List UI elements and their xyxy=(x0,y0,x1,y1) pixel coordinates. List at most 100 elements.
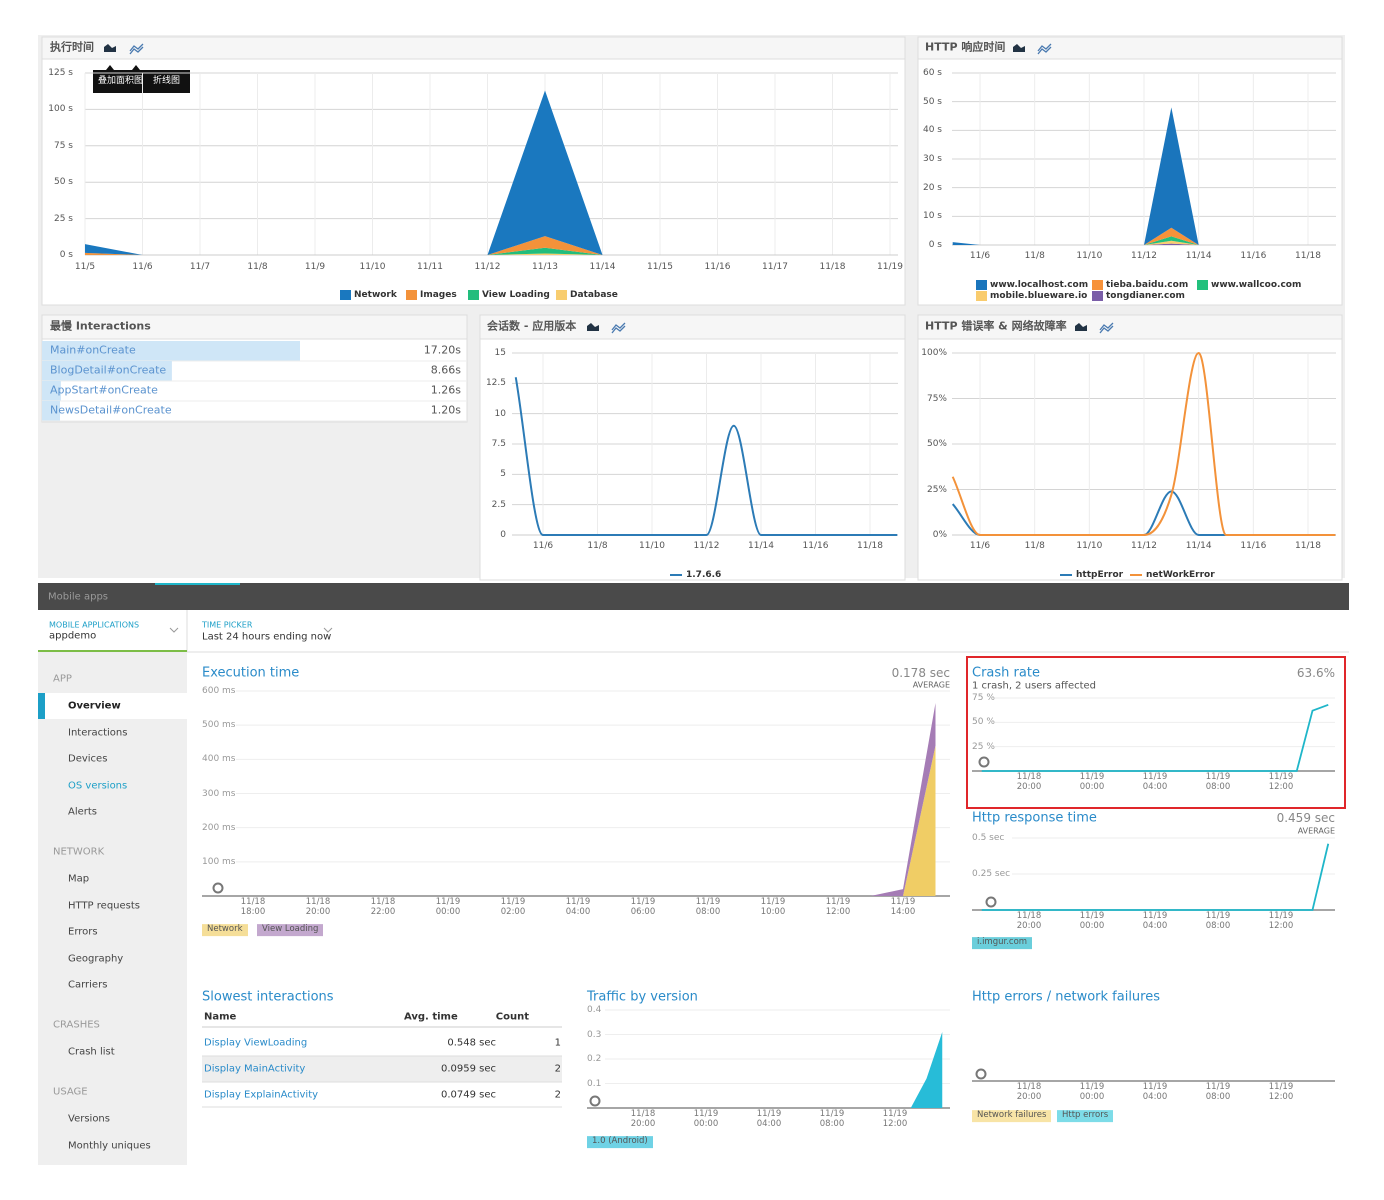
interaction-name[interactable]: BlogDetail#onCreate xyxy=(50,363,167,377)
y-tick-label: 60 s xyxy=(922,67,942,78)
bar xyxy=(42,361,172,381)
y-tick-label: 125 s xyxy=(48,67,73,78)
nav-item[interactable]: HTTP requests xyxy=(68,899,140,911)
chart-title: Http response time xyxy=(972,810,1097,826)
x-tick-label: 11/8 xyxy=(247,262,268,272)
area-chart-toggle[interactable] xyxy=(1075,323,1087,331)
interaction-name[interactable]: Display ViewLoading xyxy=(204,1037,308,1049)
picker-value[interactable]: Last 24 hours ending now xyxy=(202,631,332,643)
line-chart-toggle[interactable] xyxy=(611,322,626,331)
nav-section: USAGE xyxy=(53,1086,88,1098)
app-header xyxy=(38,583,1349,610)
nav-item[interactable]: Carriers xyxy=(68,979,108,991)
picker-value[interactable]: appdemo xyxy=(49,630,97,642)
x-tick-label: 11/19 06:00 xyxy=(630,897,656,917)
line-chart-toggle[interactable] xyxy=(1099,325,1114,334)
interaction-name[interactable]: Display MainActivity xyxy=(204,1063,306,1075)
legend-chip[interactable]: Http errors xyxy=(1057,1110,1114,1122)
chart-title: 执行时间 xyxy=(50,40,94,54)
line-chart-toggle[interactable] xyxy=(1037,43,1052,52)
reset-icon[interactable] xyxy=(589,1095,601,1107)
x-tick-label: 11/19 08:00 xyxy=(695,897,721,917)
line-chart-toggle[interactable] xyxy=(1037,46,1052,55)
y-tick-label: 25% xyxy=(926,484,947,495)
legend-label: httpError xyxy=(1076,569,1124,580)
nav-selected xyxy=(38,693,187,719)
nav-item[interactable]: Errors xyxy=(68,926,98,938)
nav-item[interactable]: Interactions xyxy=(68,726,128,738)
legend-swatch xyxy=(556,290,567,300)
y-tick-label: 0.2 xyxy=(587,1053,602,1064)
line-chart-toggle[interactable] xyxy=(611,325,626,334)
summary-caption: AVERAGE xyxy=(1297,826,1335,836)
line-chart-toggle[interactable] xyxy=(129,43,144,52)
x-tick-label: 11/19 12:00 xyxy=(882,1109,908,1129)
nav-item[interactable]: Crash list xyxy=(68,1046,115,1058)
tooltip xyxy=(93,70,190,93)
legend-chip[interactable]: View Loading xyxy=(257,924,324,936)
interaction-time: 8.66s xyxy=(430,363,461,377)
y-tick-label: 50 s xyxy=(922,96,942,107)
y-tick-label: 7.5 xyxy=(491,438,506,449)
interaction-name[interactable]: NewsDetail#onCreate xyxy=(50,403,172,417)
nav-item[interactable]: OS versions xyxy=(68,779,128,791)
tooltip-item: 叠加面积图 xyxy=(98,75,144,86)
legend-swatch xyxy=(1092,280,1103,290)
y-tick-label: 0.3 xyxy=(587,1029,602,1040)
nav-item[interactable]: Geography xyxy=(68,952,124,964)
y-tick-label: 0.5 sec xyxy=(972,832,1005,843)
x-tick-label: 11/14 xyxy=(1185,251,1212,261)
legend-chip[interactable]: i.imgur.com xyxy=(972,937,1033,949)
x-tick-label: 11/19 00:00 xyxy=(435,897,461,917)
legend-label: View Loading xyxy=(482,289,550,300)
y-tick-label: 0.4 xyxy=(587,1004,602,1015)
nav-item[interactable]: Monthly uniques xyxy=(68,1139,151,1151)
highlight-box xyxy=(966,656,1346,809)
nav-item[interactable]: Devices xyxy=(68,753,108,765)
x-tick-label: 11/19 12:00 xyxy=(1268,911,1294,931)
x-tick-label: 11/18 22:00 xyxy=(370,897,396,917)
y-tick-label: 0.25 sec xyxy=(972,868,1011,879)
x-tick-label: 11/19 12:00 xyxy=(1268,772,1294,792)
legend-swatch xyxy=(468,290,479,300)
legend-label: mobile.blueware.io xyxy=(990,290,1088,301)
count: 2 xyxy=(554,1063,561,1075)
legend-label: Images xyxy=(420,289,457,300)
y-tick-label: 50% xyxy=(926,438,947,449)
y-tick-label: 2.5 xyxy=(491,499,506,510)
x-tick-label: 11/19 00:00 xyxy=(693,1109,719,1129)
nav-item[interactable]: Overview xyxy=(68,700,121,712)
reset-icon[interactable] xyxy=(985,896,997,908)
legend-chip[interactable]: Network xyxy=(202,924,248,936)
x-tick-label: 11/19 04:00 xyxy=(1142,1082,1168,1102)
reset-icon[interactable] xyxy=(212,882,224,894)
legend-chip[interactable]: Network failures xyxy=(972,1110,1052,1122)
x-tick-label: 11/19 08:00 xyxy=(1205,1082,1231,1102)
legend-swatch xyxy=(340,290,351,300)
x-tick-label: 11/9 xyxy=(304,262,326,272)
legend-label: tieba.baidu.com xyxy=(1106,279,1189,290)
area-chart-toggle[interactable] xyxy=(1013,44,1025,52)
y-tick-label: 50 % xyxy=(972,717,995,728)
line-chart-toggle[interactable] xyxy=(129,46,144,55)
y-tick-label: 75% xyxy=(926,393,947,404)
row-background xyxy=(202,1056,562,1082)
x-tick-label: 11/6 xyxy=(969,541,991,551)
x-tick-label: 11/18 xyxy=(857,541,883,551)
area-chart-toggle[interactable] xyxy=(104,44,116,52)
area-chart-toggle[interactable] xyxy=(587,323,599,331)
x-tick-label: 11/12 xyxy=(474,262,501,272)
nav-item[interactable]: Map xyxy=(68,873,90,885)
legend-swatch xyxy=(1197,280,1208,290)
legend-label: www.wallcoo.com xyxy=(1211,279,1302,290)
nav-item[interactable]: Alerts xyxy=(68,806,98,818)
nav-item[interactable]: Versions xyxy=(68,1113,110,1125)
reset-icon[interactable] xyxy=(978,756,990,768)
reset-icon[interactable] xyxy=(975,1068,987,1080)
legend-chip[interactable]: 1.0 (Android) xyxy=(587,1136,653,1148)
y-tick-label: 100 ms xyxy=(202,856,236,867)
interaction-name[interactable]: AppStart#onCreate xyxy=(50,383,158,397)
line-chart-toggle[interactable] xyxy=(1099,322,1114,331)
interaction-name[interactable]: Main#onCreate xyxy=(50,343,136,357)
interaction-name[interactable]: Display ExplainActivity xyxy=(204,1089,319,1101)
